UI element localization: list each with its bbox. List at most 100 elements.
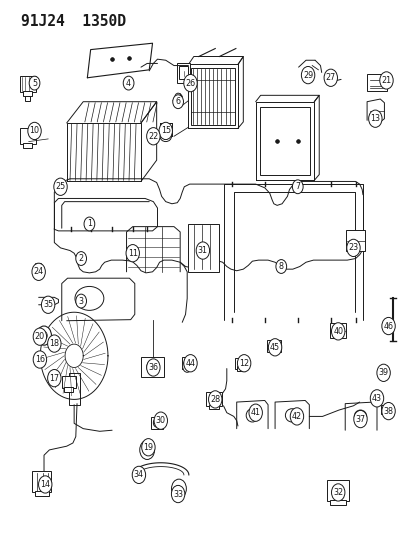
Text: 43: 43 bbox=[371, 394, 381, 403]
Text: 10: 10 bbox=[29, 126, 39, 135]
Text: 42: 42 bbox=[291, 412, 301, 421]
Circle shape bbox=[379, 72, 392, 89]
Bar bbox=[329, 324, 345, 338]
Bar bbox=[380, 405, 392, 414]
Text: 2: 2 bbox=[78, 254, 83, 263]
Circle shape bbox=[144, 446, 150, 454]
Bar bbox=[191, 68, 235, 125]
Circle shape bbox=[368, 110, 381, 127]
Circle shape bbox=[208, 391, 221, 408]
Text: 14: 14 bbox=[40, 480, 50, 489]
Circle shape bbox=[292, 180, 302, 193]
Bar bbox=[21, 76, 36, 92]
Text: 39: 39 bbox=[377, 368, 388, 377]
Text: 7: 7 bbox=[294, 182, 299, 191]
Text: 3: 3 bbox=[78, 296, 83, 305]
Circle shape bbox=[183, 75, 197, 92]
Bar bbox=[208, 405, 218, 409]
Ellipse shape bbox=[354, 410, 366, 423]
Bar bbox=[236, 367, 244, 370]
Circle shape bbox=[183, 354, 197, 372]
Text: 19: 19 bbox=[143, 443, 153, 452]
Circle shape bbox=[29, 76, 40, 90]
Bar bbox=[34, 491, 48, 496]
Circle shape bbox=[323, 69, 337, 86]
Ellipse shape bbox=[75, 286, 104, 310]
Circle shape bbox=[140, 440, 154, 459]
Circle shape bbox=[28, 122, 41, 140]
Text: 33: 33 bbox=[173, 489, 183, 498]
Circle shape bbox=[268, 338, 281, 356]
Circle shape bbox=[33, 328, 47, 345]
Text: 37: 37 bbox=[355, 415, 365, 424]
Text: 34: 34 bbox=[133, 471, 144, 479]
Circle shape bbox=[41, 296, 55, 313]
Circle shape bbox=[126, 245, 139, 262]
Ellipse shape bbox=[182, 361, 191, 372]
Bar bbox=[259, 107, 309, 175]
Bar bbox=[346, 230, 364, 251]
Circle shape bbox=[33, 351, 47, 368]
Circle shape bbox=[141, 439, 155, 456]
Bar bbox=[151, 417, 162, 429]
Circle shape bbox=[47, 369, 61, 387]
Text: 36: 36 bbox=[148, 363, 158, 372]
Text: 46: 46 bbox=[382, 321, 393, 330]
Bar bbox=[182, 357, 192, 368]
Circle shape bbox=[47, 335, 61, 352]
Bar bbox=[160, 123, 171, 136]
Circle shape bbox=[331, 484, 344, 501]
Bar bbox=[329, 500, 345, 505]
Bar bbox=[206, 392, 221, 406]
Text: 13: 13 bbox=[370, 114, 380, 123]
Text: 27: 27 bbox=[325, 73, 335, 82]
Text: 5: 5 bbox=[32, 78, 37, 87]
Circle shape bbox=[171, 479, 186, 498]
Bar bbox=[69, 373, 80, 405]
Text: 17: 17 bbox=[49, 374, 59, 383]
Bar bbox=[266, 340, 280, 352]
Circle shape bbox=[36, 326, 51, 345]
Circle shape bbox=[123, 76, 134, 90]
Circle shape bbox=[369, 390, 383, 407]
Circle shape bbox=[153, 418, 159, 427]
Text: 32: 32 bbox=[332, 488, 342, 497]
Text: 12: 12 bbox=[238, 359, 249, 368]
Bar bbox=[179, 66, 188, 79]
Circle shape bbox=[40, 332, 47, 340]
Circle shape bbox=[32, 263, 45, 280]
Text: 15: 15 bbox=[160, 126, 171, 135]
Text: 41: 41 bbox=[250, 408, 260, 417]
Bar bbox=[21, 128, 36, 144]
Text: 26: 26 bbox=[185, 78, 195, 87]
Circle shape bbox=[146, 127, 160, 145]
Circle shape bbox=[381, 402, 394, 419]
Ellipse shape bbox=[246, 409, 258, 422]
Circle shape bbox=[154, 412, 167, 429]
Text: 8: 8 bbox=[278, 262, 283, 271]
Text: 1: 1 bbox=[87, 220, 92, 229]
Circle shape bbox=[381, 318, 394, 335]
Text: 20: 20 bbox=[35, 332, 45, 341]
Text: 28: 28 bbox=[210, 395, 220, 404]
Circle shape bbox=[301, 67, 314, 84]
Circle shape bbox=[331, 322, 344, 340]
Bar bbox=[177, 63, 190, 83]
Bar bbox=[31, 471, 51, 492]
Circle shape bbox=[76, 294, 86, 308]
Circle shape bbox=[38, 476, 52, 493]
Bar bbox=[366, 74, 386, 91]
Circle shape bbox=[275, 260, 286, 273]
Circle shape bbox=[171, 486, 184, 503]
Circle shape bbox=[174, 93, 181, 102]
Circle shape bbox=[248, 404, 262, 421]
Circle shape bbox=[54, 178, 67, 196]
Ellipse shape bbox=[159, 131, 171, 142]
Text: 23: 23 bbox=[348, 244, 358, 253]
Text: 11: 11 bbox=[128, 249, 138, 258]
Circle shape bbox=[76, 252, 86, 265]
Circle shape bbox=[84, 217, 95, 231]
Circle shape bbox=[146, 359, 160, 376]
Text: 18: 18 bbox=[49, 339, 59, 348]
Text: 44: 44 bbox=[185, 359, 195, 368]
